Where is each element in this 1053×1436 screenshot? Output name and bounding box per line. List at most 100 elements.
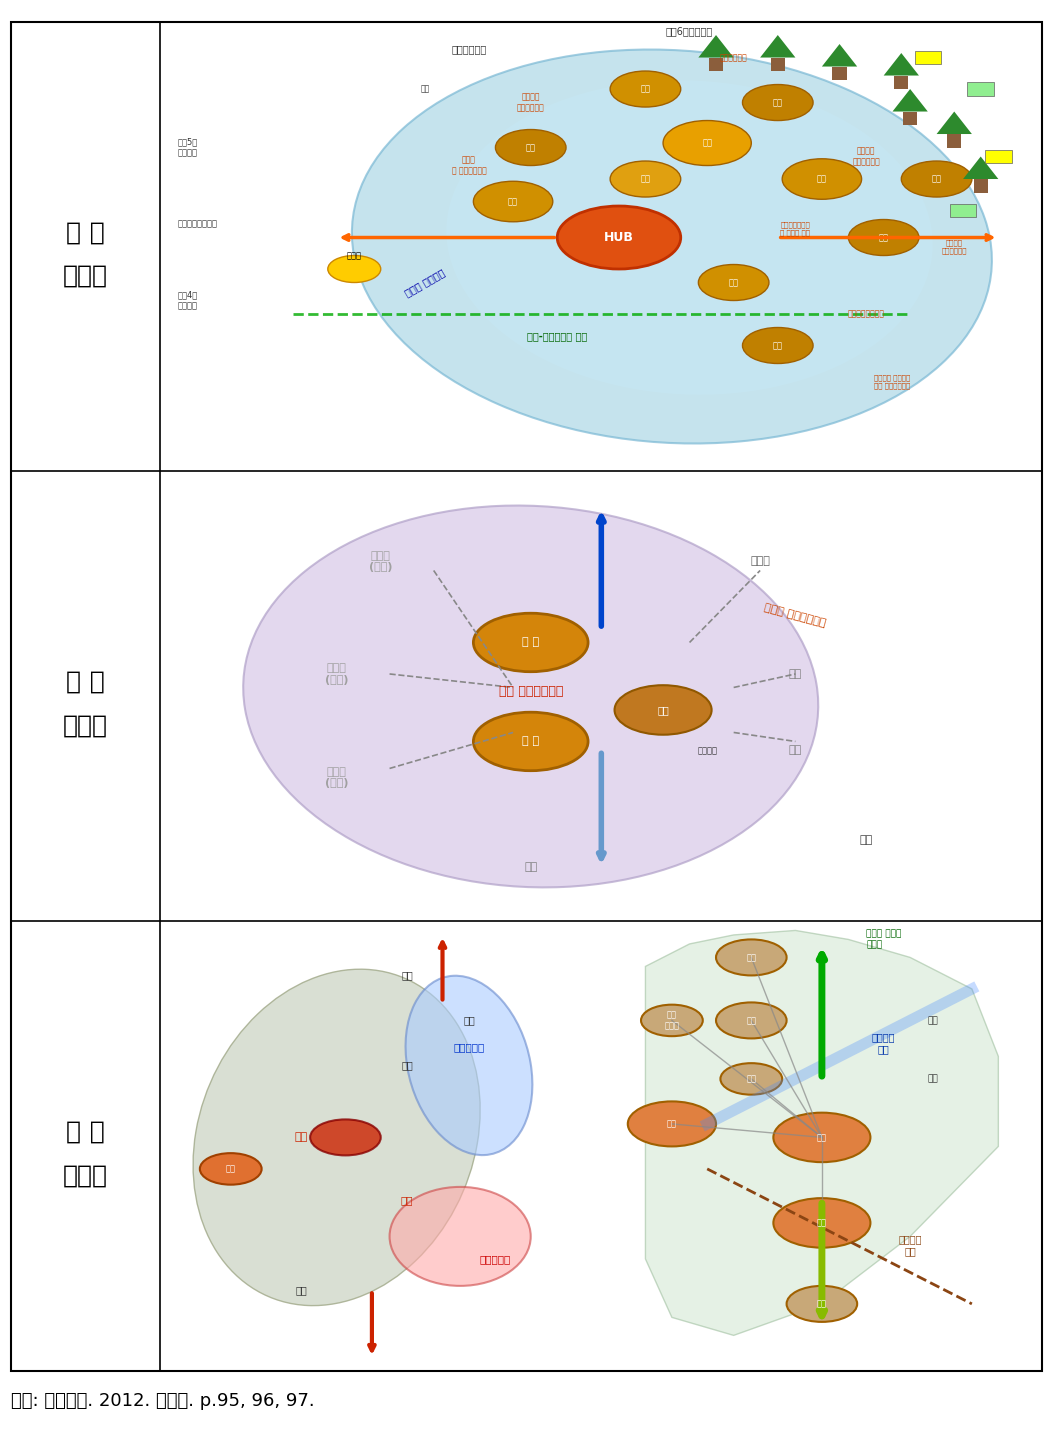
Circle shape — [663, 121, 751, 165]
Text: 낙동강 에코벨트: 낙동강 에코벨트 — [403, 267, 446, 297]
Text: 울산: 울산 — [817, 1300, 827, 1308]
Text: 봉강: 봉강 — [420, 85, 430, 93]
Text: 산림휴양
산촌산림도시: 산림휴양 산촌산림도시 — [852, 146, 880, 167]
Text: 국가산단: 국가산단 — [697, 745, 717, 755]
Circle shape — [327, 256, 381, 283]
Bar — [771, 57, 784, 70]
Circle shape — [849, 220, 919, 256]
Text: 산림생태
정령농업지역: 산림생태 정령농업지역 — [517, 93, 544, 112]
Text: 울진: 울진 — [401, 971, 413, 981]
Circle shape — [628, 1101, 716, 1146]
Text: 대구: 대구 — [225, 1165, 236, 1173]
Text: 문화관광관문: 문화관광관문 — [720, 53, 748, 62]
Circle shape — [615, 685, 712, 735]
Circle shape — [773, 1113, 871, 1162]
Text: 해양권: 해양권 — [63, 1163, 107, 1188]
Bar — [948, 134, 961, 148]
Text: 의성: 의성 — [640, 175, 651, 184]
Ellipse shape — [352, 49, 992, 444]
Text: 문화유산창조도시: 문화유산창조도시 — [848, 310, 885, 319]
Text: 울진: 울진 — [928, 1015, 938, 1025]
Text: 청정농업 생산기지
고테 역사문화관광: 청정농업 생산기지 고테 역사문화관광 — [874, 375, 911, 389]
Polygon shape — [822, 45, 857, 66]
Polygon shape — [893, 89, 928, 112]
Text: 안동: 안동 — [702, 138, 712, 148]
Text: 영덕: 영덕 — [878, 233, 889, 243]
Bar — [974, 180, 988, 192]
Text: 산업경제
벨트: 산업경제 벨트 — [898, 1235, 921, 1256]
Text: 신도청: 신도청 — [750, 557, 770, 566]
Text: 삼각 첨단산업벨트: 삼각 첨단산업벨트 — [498, 685, 563, 698]
Text: 중앙고속도로: 중앙고속도로 — [452, 45, 486, 55]
Circle shape — [716, 1002, 787, 1038]
Text: 영주: 영주 — [817, 175, 827, 184]
Circle shape — [716, 939, 787, 975]
Circle shape — [610, 70, 680, 108]
Bar — [915, 50, 941, 65]
Polygon shape — [936, 112, 972, 134]
Text: 대구: 대구 — [859, 836, 873, 846]
Text: 청송: 청송 — [773, 340, 782, 350]
Text: 김 천: 김 천 — [522, 737, 539, 747]
Text: 해양관광
벨트: 해양관광 벨트 — [872, 1032, 895, 1054]
Text: 그린-바이오산업 벨트: 그린-바이오산업 벨트 — [528, 332, 588, 342]
Text: 영양: 영양 — [932, 175, 941, 184]
Text: 도청
신도시: 도청 신도시 — [664, 1011, 679, 1030]
Circle shape — [773, 1198, 871, 1248]
Text: 구미: 구미 — [657, 705, 669, 715]
Circle shape — [200, 1153, 261, 1185]
Circle shape — [782, 159, 861, 200]
Circle shape — [742, 85, 813, 121]
Text: 포항: 포항 — [295, 1133, 307, 1143]
Bar — [894, 76, 909, 89]
Text: 김천: 김천 — [525, 144, 536, 152]
Text: 해양관광권: 해양관광권 — [454, 1043, 484, 1053]
Text: 청송: 청송 — [747, 1074, 756, 1083]
Text: 포항: 포항 — [817, 1133, 827, 1142]
Circle shape — [474, 712, 588, 771]
Circle shape — [698, 264, 769, 300]
Text: 경주: 경주 — [401, 1195, 414, 1205]
Polygon shape — [645, 931, 998, 1335]
Text: 봉화: 봉화 — [773, 98, 782, 108]
Circle shape — [557, 205, 680, 269]
Text: 산업권: 산업권 — [63, 714, 107, 737]
Polygon shape — [963, 157, 998, 180]
Text: 낙동강 문화관광벨트: 낙동강 문화관광벨트 — [763, 603, 828, 629]
Text: 세종시: 세종시 — [346, 251, 362, 260]
Text: 경주: 경주 — [817, 1218, 827, 1228]
Text: 울릉: 울릉 — [463, 1015, 475, 1025]
Text: 첨단농업을기능
화 화관광 접목: 첨단농업을기능 화 화관광 접목 — [780, 221, 811, 236]
Bar — [709, 57, 723, 70]
Text: 울산: 울산 — [296, 1285, 307, 1295]
Text: 상주: 상주 — [509, 197, 518, 205]
Bar — [968, 82, 994, 96]
Text: 통서4축
고속도로: 통서4축 고속도로 — [178, 292, 198, 310]
Text: 서 부: 서 부 — [66, 671, 104, 694]
Text: 대구: 대구 — [667, 1120, 677, 1129]
Circle shape — [742, 327, 813, 363]
Circle shape — [787, 1285, 857, 1323]
Circle shape — [901, 161, 972, 197]
Ellipse shape — [390, 1188, 531, 1285]
Polygon shape — [760, 34, 795, 57]
Text: 의성: 의성 — [789, 669, 802, 679]
Circle shape — [720, 1063, 782, 1094]
Ellipse shape — [193, 969, 480, 1305]
Text: 영덕: 영덕 — [928, 1074, 938, 1083]
Circle shape — [474, 613, 588, 672]
Bar — [950, 204, 976, 217]
Text: 자원권: 자원권 — [63, 263, 107, 287]
Text: 자료: 경상북도. 2012. 상게서. p.95, 96, 97.: 자료: 경상북도. 2012. 상게서. p.95, 96, 97. — [11, 1391, 314, 1410]
Text: 중부내륙고속도로: 중부내륙고속도로 — [178, 220, 218, 228]
Text: 통서5축
간선도로: 통서5축 간선도로 — [178, 138, 198, 157]
Text: 수도권
(형평): 수도권 (형평) — [325, 663, 349, 685]
Bar — [986, 149, 1012, 164]
Circle shape — [311, 1120, 381, 1156]
Circle shape — [610, 161, 680, 197]
Text: 산림정농
창정환경지역: 산림정농 창정환경지역 — [941, 240, 967, 254]
Ellipse shape — [243, 505, 818, 887]
Text: 역사문화권: 역사문화권 — [480, 1254, 511, 1264]
Text: 수도권
(문경): 수도권 (문경) — [369, 550, 393, 573]
Text: 예천: 예천 — [640, 85, 651, 93]
